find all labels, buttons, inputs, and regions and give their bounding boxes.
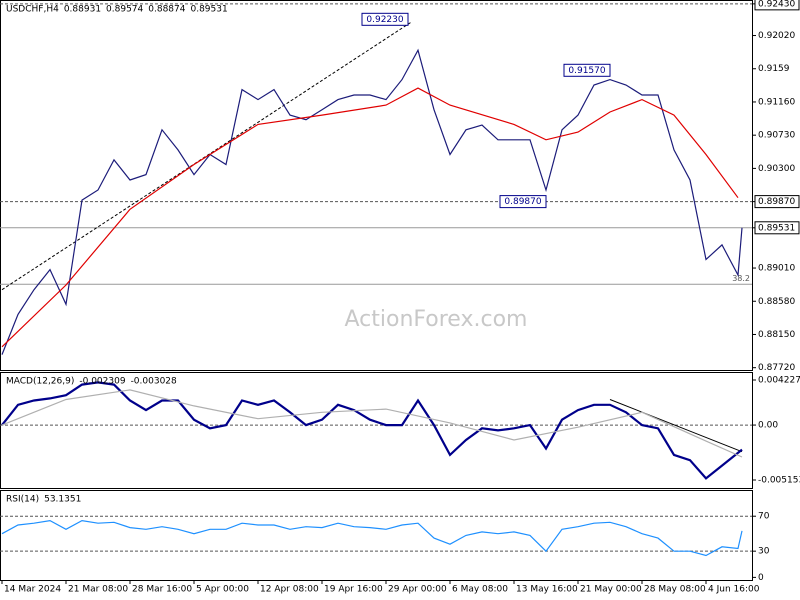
y-tick-label: 0.89531 bbox=[758, 223, 795, 233]
trend-line bbox=[609, 399, 743, 453]
series-line bbox=[1, 87, 739, 348]
panel-frame bbox=[0, 372, 753, 489]
y-tick-label: 0.87720 bbox=[758, 363, 795, 373]
ohlc-value: 0.88874 bbox=[148, 5, 185, 15]
x-tick-label: 28 Mar 16:00 bbox=[132, 585, 192, 595]
series-line bbox=[1, 48, 743, 355]
y-tick-label: 0.89870 bbox=[758, 197, 795, 207]
x-tick-label: 21 May 00:00 bbox=[580, 585, 642, 595]
series-line bbox=[1, 389, 743, 458]
y-tick-label: 0.89010 bbox=[758, 264, 795, 274]
annotation-box bbox=[361, 12, 409, 26]
x-tick-label: 12 Apr 08:00 bbox=[260, 585, 319, 595]
y-tick-label: 0.91160 bbox=[758, 97, 795, 107]
ohlc-value: 0.89531 bbox=[190, 5, 227, 15]
y-tick-label: 0.92430 bbox=[758, 0, 795, 9]
watermark: ActionForex.com bbox=[345, 307, 528, 332]
y-tick-label: 0.90730 bbox=[758, 131, 795, 141]
annotation-box bbox=[563, 63, 611, 77]
series-line bbox=[1, 381, 743, 480]
x-tick-label: 14 Mar 2024 bbox=[4, 585, 61, 595]
annotation-label: 0.92230 bbox=[366, 15, 403, 25]
price-box bbox=[754, 0, 800, 11]
y-tick-label: 30 bbox=[758, 547, 770, 557]
y-tick-label: 0.00 bbox=[758, 421, 778, 431]
ohlc-value: 0.88931 bbox=[64, 5, 101, 15]
y-tick-label: 0.004227 bbox=[758, 376, 800, 386]
ohlc-value: 0.89574 bbox=[106, 5, 143, 15]
price-box bbox=[754, 221, 800, 235]
x-tick-label: 28 May 08:00 bbox=[644, 585, 706, 595]
indicator-value: -0.003028 bbox=[131, 377, 177, 387]
trend-line bbox=[1, 21, 413, 291]
x-tick-label: 19 Apr 16:00 bbox=[324, 585, 383, 595]
x-tick-label: 5 Apr 00:00 bbox=[196, 585, 249, 595]
y-tick-label: 0.92020 bbox=[758, 31, 795, 41]
y-tick-label: 0.88150 bbox=[758, 330, 795, 340]
x-tick-label: 13 May 16:00 bbox=[516, 585, 578, 595]
x-tick-label: 6 May 08:00 bbox=[452, 585, 508, 595]
price-box bbox=[754, 195, 800, 209]
panel-title: MACD(12,26,9) bbox=[6, 377, 74, 387]
annotation-box bbox=[499, 195, 547, 209]
panel-title: RSI(14) bbox=[6, 495, 39, 505]
indicator-value: -0.002309 bbox=[79, 377, 125, 387]
level-label: 38.2 bbox=[732, 274, 750, 283]
y-tick-label: 0.88580 bbox=[758, 297, 795, 307]
x-tick-label: 21 Mar 08:00 bbox=[68, 585, 128, 595]
indicator-value: 53.1351 bbox=[44, 495, 81, 505]
panel-title: USDCHF,H4 bbox=[6, 5, 59, 15]
annotation-label: 0.91570 bbox=[568, 66, 605, 76]
y-tick-label: 0 bbox=[758, 573, 764, 583]
annotation-label: 0.89870 bbox=[504, 197, 541, 207]
y-tick-label: -0.005153 bbox=[758, 475, 800, 485]
panel-frame bbox=[0, 0, 753, 371]
y-tick-label: 70 bbox=[758, 512, 770, 522]
y-tick-label: 0.90300 bbox=[758, 164, 795, 174]
y-tick-label: 0.9159 bbox=[758, 64, 790, 74]
panel-frame bbox=[0, 490, 753, 581]
series-line bbox=[1, 519, 743, 557]
x-tick-label: 4 Jun 16:00 bbox=[708, 585, 760, 595]
x-tick-label: 29 Apr 00:00 bbox=[388, 585, 447, 595]
